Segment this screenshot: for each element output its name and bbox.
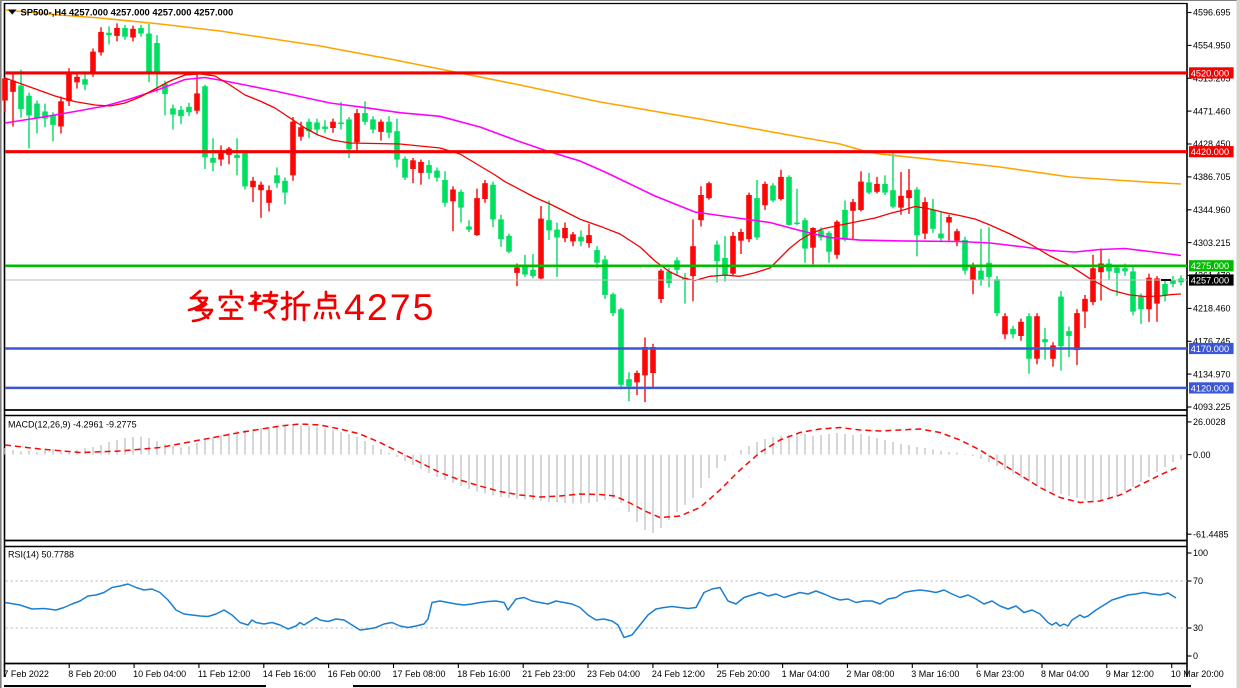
svg-text:8 Feb 20:00: 8 Feb 20:00 [68, 669, 116, 679]
svg-text:4428.450: 4428.450 [1193, 139, 1231, 149]
svg-text:24 Feb 12:00: 24 Feb 12:00 [652, 669, 705, 679]
svg-text:23 Feb 04:00: 23 Feb 04:00 [587, 669, 640, 679]
svg-text:4386.705: 4386.705 [1193, 172, 1231, 182]
svg-text:11 Feb 12:00: 11 Feb 12:00 [198, 669, 250, 679]
svg-text:0.00: 0.00 [1193, 450, 1211, 460]
svg-text:4344.960: 4344.960 [1193, 205, 1231, 215]
svg-text:9 Mar 12:00: 9 Mar 12:00 [1106, 669, 1154, 679]
svg-text:-61.4485: -61.4485 [1193, 529, 1229, 539]
svg-text:4554.950: 4554.950 [1193, 41, 1231, 51]
svg-text:4134.970: 4134.970 [1193, 369, 1231, 379]
svg-text:4275: 4275 [344, 286, 435, 328]
svg-text:100: 100 [1193, 548, 1208, 558]
svg-text:SP500-,H4 4257.000 4257.000 4: SP500-,H4 4257.000 4257.000 4257.000 425… [21, 6, 234, 17]
svg-text:3 Mar 16:00: 3 Mar 16:00 [911, 669, 959, 679]
svg-text:10 Mar 20:00: 10 Mar 20:00 [1171, 669, 1224, 679]
svg-text:4257.000: 4257.000 [1191, 275, 1229, 285]
svg-text:8 Mar 04:00: 8 Mar 04:00 [1041, 669, 1089, 679]
svg-text:4176.745: 4176.745 [1193, 337, 1231, 347]
svg-text:21 Feb 23:00: 21 Feb 23:00 [522, 669, 575, 679]
svg-text:MACD(12,26,9) -4.2961 -9.2775: MACD(12,26,9) -4.2961 -9.2775 [8, 420, 137, 430]
svg-text:4520.000: 4520.000 [1191, 68, 1229, 78]
svg-text:1 Mar 04:00: 1 Mar 04:00 [782, 669, 830, 679]
svg-text:4596.695: 4596.695 [1193, 8, 1231, 18]
svg-text:7 Feb 2022: 7 Feb 2022 [3, 669, 49, 679]
svg-text:4275.000: 4275.000 [1191, 261, 1229, 271]
svg-text:4303.215: 4303.215 [1193, 238, 1231, 248]
svg-text:4471.460: 4471.460 [1193, 106, 1231, 116]
svg-text:25 Feb 20:00: 25 Feb 20:00 [717, 669, 770, 679]
svg-text:16 Feb 00:00: 16 Feb 00:00 [328, 669, 381, 679]
svg-text:10 Feb 04:00: 10 Feb 04:00 [133, 669, 186, 679]
svg-text:4170.000: 4170.000 [1191, 344, 1229, 354]
svg-text:4093.225: 4093.225 [1193, 402, 1231, 412]
svg-text:RSI(14) 50.7788: RSI(14) 50.7788 [8, 550, 74, 560]
svg-text:17 Feb 08:00: 17 Feb 08:00 [393, 669, 446, 679]
svg-text:4420.000: 4420.000 [1191, 147, 1229, 157]
svg-text:4218.460: 4218.460 [1193, 304, 1231, 314]
svg-text:70: 70 [1193, 576, 1203, 586]
svg-text:14 Feb 16:00: 14 Feb 16:00 [263, 669, 316, 679]
svg-text:2 Mar 08:00: 2 Mar 08:00 [846, 669, 894, 679]
svg-text:30: 30 [1193, 623, 1203, 633]
svg-text:26.0028: 26.0028 [1193, 417, 1226, 427]
svg-text:0: 0 [1193, 651, 1198, 661]
svg-text:18 Feb 16:00: 18 Feb 16:00 [457, 669, 510, 679]
svg-text:4120.000: 4120.000 [1191, 383, 1229, 393]
svg-text:6 Mar 23:00: 6 Mar 23:00 [976, 669, 1024, 679]
